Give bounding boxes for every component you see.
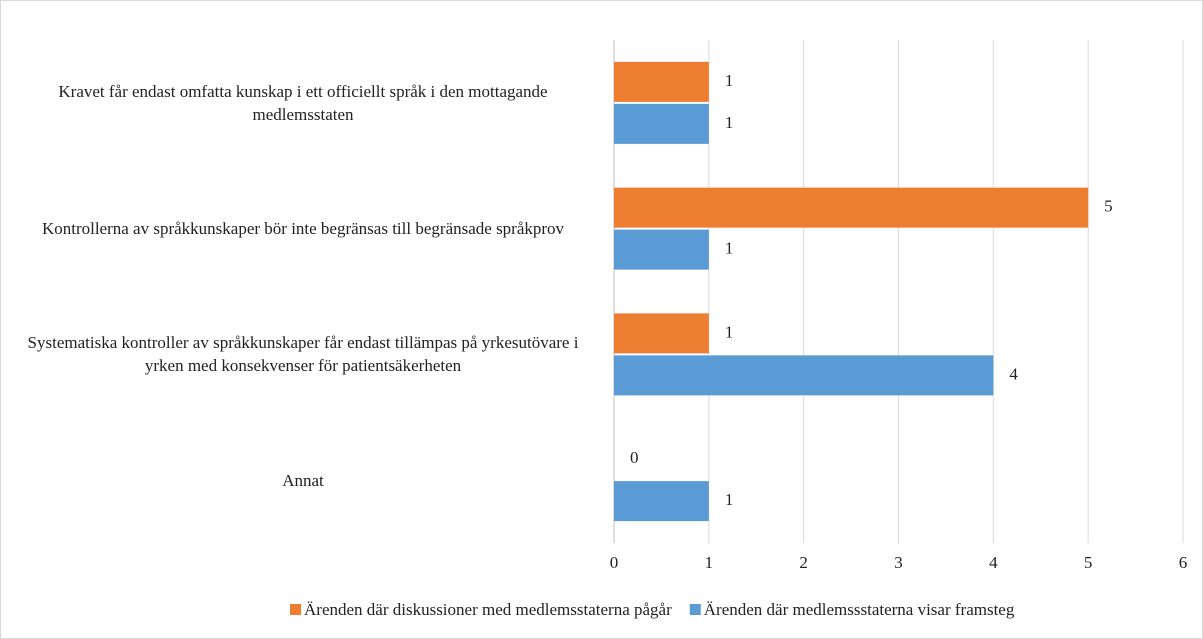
bar [614,355,994,396]
data-label: 1 [725,71,734,90]
data-label: 5 [1104,197,1113,216]
data-label: 1 [725,113,734,132]
bar [614,481,709,522]
legend-swatch [290,604,301,615]
x-tick-label: 5 [1084,553,1093,572]
x-tick-label: 3 [894,553,903,572]
data-label: 0 [630,448,639,467]
y-tick-label: Systematiska kontroller av språkkunskape… [27,333,579,376]
bar [614,313,709,354]
legend-label: Ärenden där diskussioner med medlemsstat… [304,600,672,619]
x-tick-label: 4 [989,553,998,572]
bar [614,187,1089,228]
data-label: 1 [725,322,734,341]
legend-swatch [689,604,701,615]
y-tick-label: Kontrollerna av språkkunskaper bör inte … [41,219,565,239]
data-label: 4 [1009,364,1018,383]
x-tick-label: 0 [610,553,619,572]
legend-label: Ärenden där medlemssstaterna visar frams… [704,600,1015,619]
x-tick-label: 6 [1179,553,1188,572]
y-tick-label: Annat [282,470,324,490]
bar [614,229,709,270]
bar [614,61,709,102]
x-tick-label: 2 [799,553,808,572]
bar [614,103,709,144]
x-tick-label: 1 [705,553,714,572]
data-label: 1 [725,239,734,258]
data-label: 1 [725,490,734,509]
y-tick-label: Kravet får endast omfatta kunskap i ett … [58,81,548,124]
